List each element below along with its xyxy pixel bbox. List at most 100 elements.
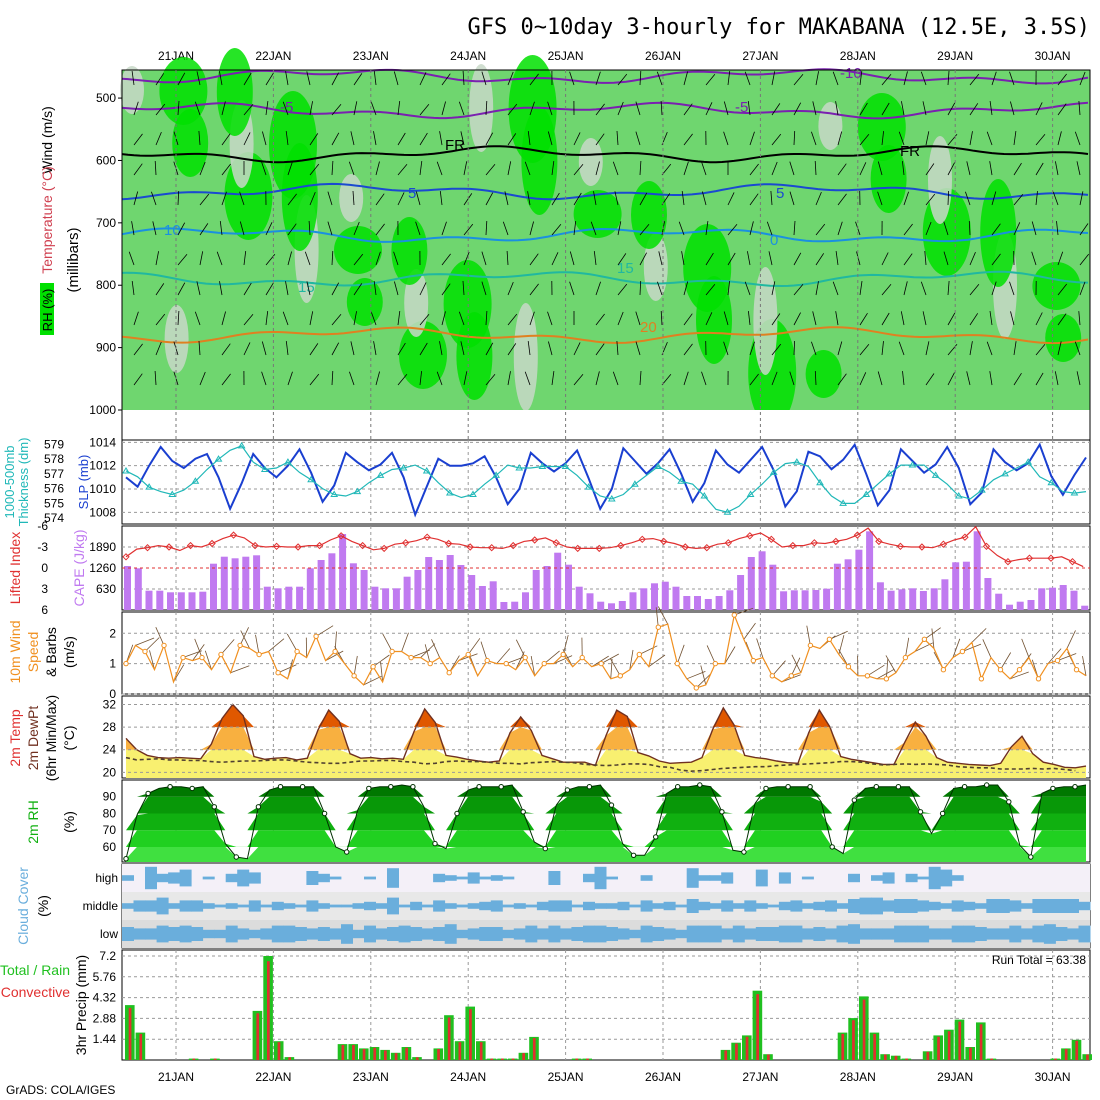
wind-barb bbox=[219, 71, 223, 86]
cloud-bar bbox=[997, 928, 1010, 940]
date-tick-bottom: 27JAN bbox=[742, 1070, 778, 1084]
cloud-bar bbox=[352, 929, 365, 939]
rh-point bbox=[454, 810, 460, 817]
wind-barb bbox=[243, 282, 252, 296]
rh-region bbox=[269, 91, 317, 199]
wind-barb bbox=[243, 342, 251, 356]
precip-conv-bar bbox=[862, 999, 866, 1060]
cloud-bar bbox=[145, 900, 157, 912]
wind-barb bbox=[1057, 73, 1067, 86]
surface-strip bbox=[122, 410, 1090, 440]
li-tick: -3 bbox=[37, 540, 48, 554]
cape-bar bbox=[726, 590, 734, 610]
wind-barb bbox=[991, 281, 997, 296]
cloud-bar bbox=[364, 925, 376, 943]
cape-bar bbox=[339, 534, 347, 610]
li-point bbox=[681, 543, 689, 551]
cloud-bar bbox=[698, 875, 711, 881]
wind-barb bbox=[331, 370, 334, 386]
thickness-axis-label: Thickness (dm) bbox=[16, 438, 31, 527]
wind-point bbox=[503, 660, 509, 667]
wind-barb bbox=[859, 343, 870, 356]
cloud-bar bbox=[848, 873, 860, 883]
cape-bar bbox=[231, 558, 239, 610]
cloud-bar bbox=[571, 927, 584, 941]
wind-barb bbox=[441, 253, 451, 266]
rh-point bbox=[785, 784, 791, 790]
wind-barb bbox=[287, 223, 297, 236]
rh-tick: 60 bbox=[103, 840, 117, 854]
wind-barb bbox=[265, 101, 269, 116]
wind-barb bbox=[705, 252, 714, 266]
wind-barb bbox=[131, 281, 135, 296]
cape-bar bbox=[1016, 601, 1024, 610]
cloud-bar bbox=[168, 903, 181, 909]
wind-barb bbox=[657, 281, 663, 296]
cape-bar bbox=[575, 586, 583, 610]
date-tick-top: 25JAN bbox=[548, 49, 584, 63]
wind-barb bbox=[285, 341, 289, 356]
pressure-tick: 500 bbox=[96, 91, 116, 105]
cape-bar bbox=[382, 588, 390, 610]
rh-region bbox=[980, 179, 1017, 287]
wind-barb bbox=[969, 341, 973, 356]
wind-barb bbox=[255, 634, 260, 655]
cape-bar bbox=[919, 591, 927, 610]
wind-barb bbox=[216, 251, 223, 266]
rh-point bbox=[277, 784, 284, 790]
wind-barb bbox=[194, 638, 203, 658]
wind-barb bbox=[370, 101, 377, 116]
li-point bbox=[1025, 554, 1034, 562]
wind-barb bbox=[331, 250, 334, 266]
cloud-bar bbox=[352, 903, 365, 909]
wind-barb bbox=[133, 101, 139, 116]
cape-bar bbox=[414, 570, 422, 610]
rh-region bbox=[928, 136, 952, 224]
wind-barb bbox=[547, 101, 553, 116]
wind-barb bbox=[419, 282, 427, 296]
wind-barb bbox=[885, 658, 889, 679]
cloud-bar bbox=[951, 900, 964, 912]
cloud-bar bbox=[548, 900, 561, 912]
rh-point bbox=[145, 790, 151, 797]
wind-barb bbox=[811, 341, 817, 356]
thickness-point bbox=[931, 471, 940, 478]
pressure-tick: 900 bbox=[96, 341, 116, 355]
precip-conv-bar bbox=[532, 1038, 536, 1060]
cloud-bar bbox=[329, 876, 342, 880]
thickness-point bbox=[769, 468, 778, 475]
cloud-bar bbox=[963, 901, 976, 911]
precip-conv-bar bbox=[352, 1044, 355, 1060]
wind-barb bbox=[595, 371, 600, 386]
cloud-bar bbox=[490, 875, 503, 881]
wind-point bbox=[769, 673, 775, 679]
wind-barb bbox=[1013, 131, 1017, 146]
wind-barb bbox=[683, 371, 689, 386]
wind-barb bbox=[943, 221, 949, 236]
wind-barb bbox=[612, 161, 619, 176]
li-point bbox=[229, 531, 238, 539]
wind-barb bbox=[547, 131, 553, 146]
wind-barb bbox=[925, 163, 935, 176]
cape-bar bbox=[898, 589, 906, 610]
wind-barb bbox=[989, 161, 993, 176]
precip-conv-bar bbox=[756, 994, 759, 1060]
thickness-point bbox=[954, 492, 963, 499]
li-point bbox=[918, 543, 926, 551]
credit-text: GrADS: COLA/IGES bbox=[6, 1083, 115, 1097]
cloud-bar bbox=[882, 872, 895, 884]
rh-region bbox=[391, 217, 428, 285]
isotherm-label: 0 bbox=[770, 232, 778, 249]
rh-point bbox=[1072, 784, 1078, 790]
cape-bar bbox=[457, 565, 465, 610]
rh-tick: 70 bbox=[103, 823, 117, 837]
slp-line bbox=[125, 442, 1087, 518]
cloud-bar bbox=[1020, 903, 1033, 909]
wind-point bbox=[731, 612, 737, 618]
cloud-bar bbox=[421, 904, 434, 908]
wind10m-axis-label: (m/s) bbox=[61, 636, 77, 668]
rh-point bbox=[255, 804, 262, 810]
wind-barb bbox=[829, 630, 848, 640]
cloud-bar bbox=[202, 929, 215, 939]
wind-barb bbox=[1074, 131, 1081, 146]
